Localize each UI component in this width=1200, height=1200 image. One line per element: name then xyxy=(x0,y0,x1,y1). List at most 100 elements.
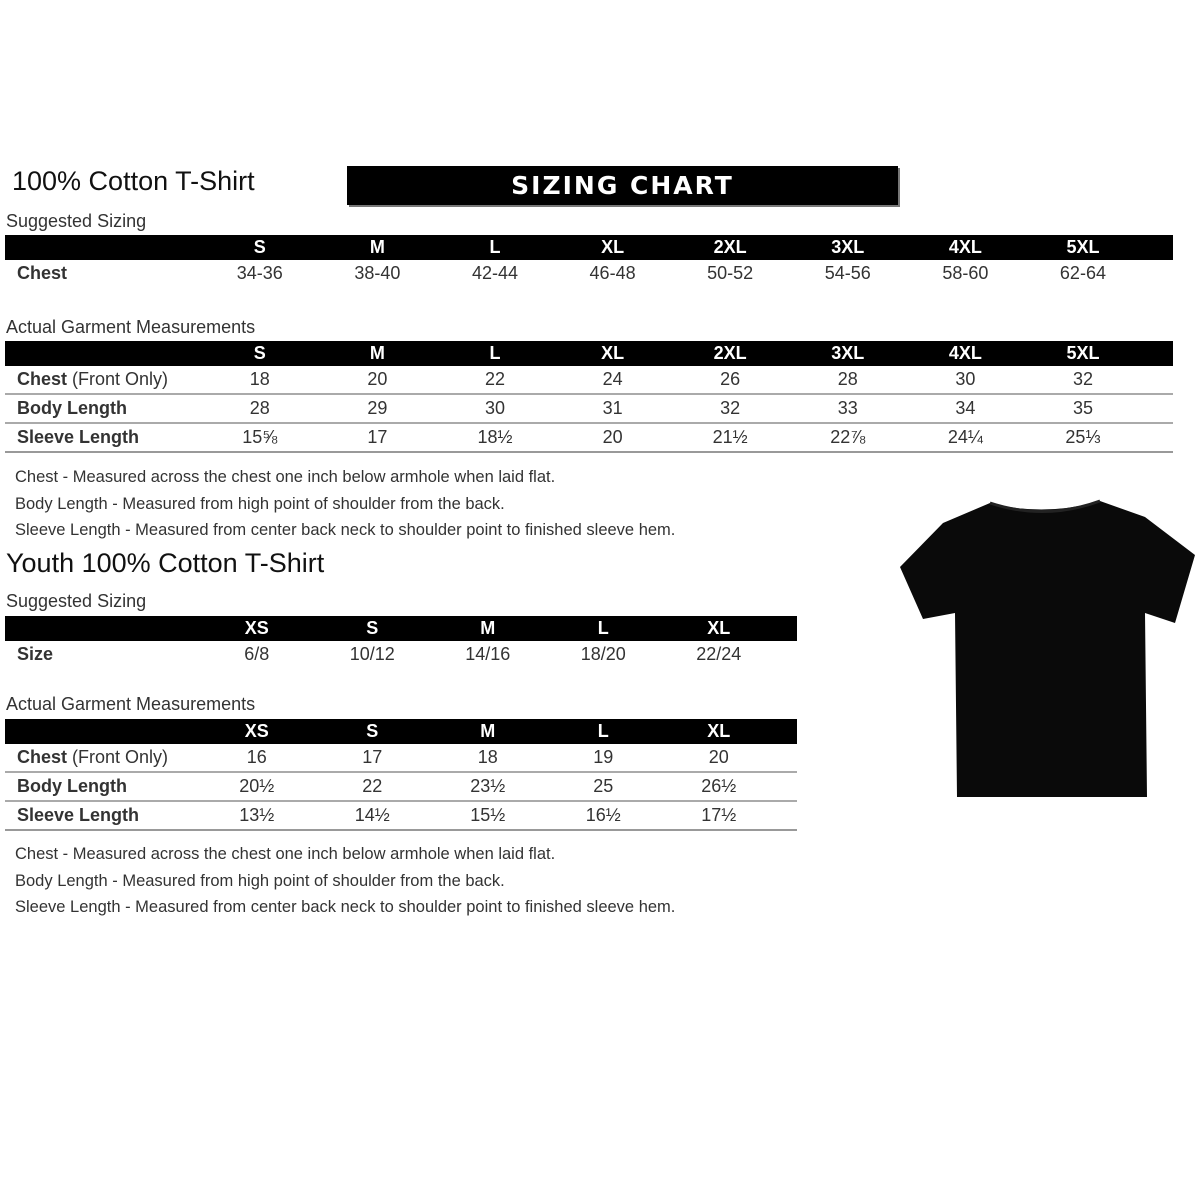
cell-value: 10/12 xyxy=(349,644,395,664)
cell-value: 46-48 xyxy=(589,263,636,283)
size-header: S xyxy=(201,235,319,260)
header-blank xyxy=(5,719,199,744)
row-label: Chest xyxy=(5,260,201,287)
cell-pad xyxy=(776,744,797,773)
cell-value: 33 xyxy=(788,394,907,424)
row-label-note: (Front Only) xyxy=(72,747,169,767)
size-header: XL xyxy=(661,616,777,641)
cell-value: 54-56 xyxy=(824,263,871,283)
cell-value: 28 xyxy=(788,366,907,395)
cell-value: 32 xyxy=(671,394,789,424)
cell-value: 18/20 xyxy=(580,644,626,664)
size-header: M xyxy=(430,719,546,744)
cell-value: 22 xyxy=(436,366,554,395)
sizing-chart-banner: SIZING CHART xyxy=(347,166,898,205)
youth-notes: Chest - Measured across the chest one in… xyxy=(15,841,675,921)
size-header: 4XL xyxy=(906,341,1025,366)
size-header: 2XL xyxy=(671,235,789,260)
adult-title: 100% Cotton T-Shirt xyxy=(12,166,255,196)
row-label-text: Body Length xyxy=(17,398,127,418)
cell-value: 42-44 xyxy=(471,263,518,283)
header-pad xyxy=(1141,235,1173,260)
size-header: S xyxy=(201,341,319,366)
cell-value: 26½ xyxy=(661,772,777,802)
size-header: 5XL xyxy=(1024,235,1142,260)
cell-value: 16½ xyxy=(545,801,661,831)
adult-actual-table: S M L XL 2XL 3XL 4XL 5XL Chest (Front Only) 18 20 2… xyxy=(5,341,1173,453)
cell-value: 30 xyxy=(906,366,1025,395)
cell-value: 28 xyxy=(201,394,319,424)
size-header: XL xyxy=(553,235,672,260)
note-body-length: Body Length - Measured from high point o… xyxy=(15,871,505,890)
header-blank xyxy=(5,616,199,641)
cell-pad xyxy=(776,801,797,831)
cell-value: 20½ xyxy=(199,772,315,802)
size-header: M xyxy=(430,616,546,641)
cell-value: 17½ xyxy=(661,801,777,831)
cell-value: 25 xyxy=(545,772,661,802)
cell-value: 38-40 xyxy=(354,263,401,283)
size-header: 4XL xyxy=(906,235,1025,260)
cell-value: 29 xyxy=(318,394,437,424)
cell-value: 26 xyxy=(671,366,789,395)
table-row: Body Length 20½ 22 23½ 25 26½ xyxy=(5,772,797,802)
table-row: Body Length 28 29 30 31 32 33 34 35 xyxy=(5,394,1173,424)
note-sleeve-length: Sleeve Length - Measured from center bac… xyxy=(15,521,676,539)
cell-value: 16 xyxy=(199,744,315,773)
table-row: Chest (Front Only) 16 17 18 19 20 xyxy=(5,744,797,773)
cell-value: 15½ xyxy=(430,801,546,831)
size-header: XL xyxy=(553,341,672,366)
size-header: L xyxy=(436,341,554,366)
size-header: S xyxy=(314,719,430,744)
cell-value: 14/16 xyxy=(465,644,511,664)
adult-suggested-label: Suggested Sizing xyxy=(6,211,147,231)
size-header: S xyxy=(314,616,430,641)
cell-value: 18 xyxy=(430,744,546,773)
table-row: Size 6/8 10/12 14/16 18/20 22/24 xyxy=(5,641,797,668)
cell-value: 22⅞ xyxy=(788,423,907,453)
table-row: Chest 34-36 38-40 42-44 46-48 50-52 54-56 58-60… xyxy=(5,260,1173,287)
size-header: L xyxy=(545,616,661,641)
size-header: 3XL xyxy=(788,235,907,260)
row-label: Body Length xyxy=(5,772,199,802)
cell-value: 50-52 xyxy=(707,263,754,283)
note-body-length: Body Length - Measured from high point o… xyxy=(15,494,505,513)
cell-value: 18 xyxy=(201,366,319,395)
cell-value: 31 xyxy=(553,394,672,424)
cell-value: 15⅝ xyxy=(201,423,319,453)
row-label-text: Body Length xyxy=(17,776,127,796)
youth-suggested-label: Suggested Sizing xyxy=(6,591,147,611)
size-header: 2XL xyxy=(671,341,789,366)
cell-value: 19 xyxy=(545,744,661,773)
youth-actual-table: XS S M L XL Chest (Front Only) 16 17 18 19 20 Body … xyxy=(5,719,797,831)
note-chest: Chest - Measured across the chest one in… xyxy=(15,845,556,863)
row-label-text: Size xyxy=(17,644,54,664)
size-header: XS xyxy=(199,616,315,641)
cell-value: 30 xyxy=(436,394,554,424)
adult-suggested-table: S M L XL 2XL 3XL 4XL 5XL Chest 34-36 38-40 42-44 46-… xyxy=(5,235,1173,287)
row-label: Body Length xyxy=(5,394,201,424)
cell-value: 32 xyxy=(1024,366,1142,395)
header-pad xyxy=(1141,341,1173,366)
size-header: XS xyxy=(199,719,315,744)
cell-value: 6/8 xyxy=(244,644,270,664)
cell-pad xyxy=(1141,423,1173,453)
header-blank xyxy=(5,235,201,260)
size-header-row: XS S M L XL xyxy=(5,616,797,641)
cell-value: 62-64 xyxy=(1059,263,1106,283)
cell-value: 22 xyxy=(314,772,430,802)
table-row: Chest (Front Only) 18 20 22 24 26 28 30 32 xyxy=(5,366,1173,395)
cell-value: 25⅓ xyxy=(1024,423,1142,453)
youth-actual-label: Actual Garment Measurements xyxy=(6,694,256,714)
adult-actual-label: Actual Garment Measurements xyxy=(6,317,256,337)
adult-notes: Chest - Measured across the chest one in… xyxy=(15,464,675,544)
youth-suggested-table: XS S M L XL Size 6/8 10/12 14/16 18/20 22/24 xyxy=(5,616,797,668)
size-header-row: XS S M L XL xyxy=(5,719,797,744)
note-sleeve-length: Sleeve Length - Measured from center bac… xyxy=(15,898,676,916)
size-header-row: S M L XL 2XL 3XL 4XL 5XL xyxy=(5,341,1173,366)
table-row: Sleeve Length 15⅝ 17 18½ 20 21½ 22⅞ 24¼ 25⅓ xyxy=(5,423,1173,453)
size-header: XL xyxy=(661,719,777,744)
row-label: Sleeve Length xyxy=(5,423,201,453)
row-label-text: Chest xyxy=(17,747,68,767)
